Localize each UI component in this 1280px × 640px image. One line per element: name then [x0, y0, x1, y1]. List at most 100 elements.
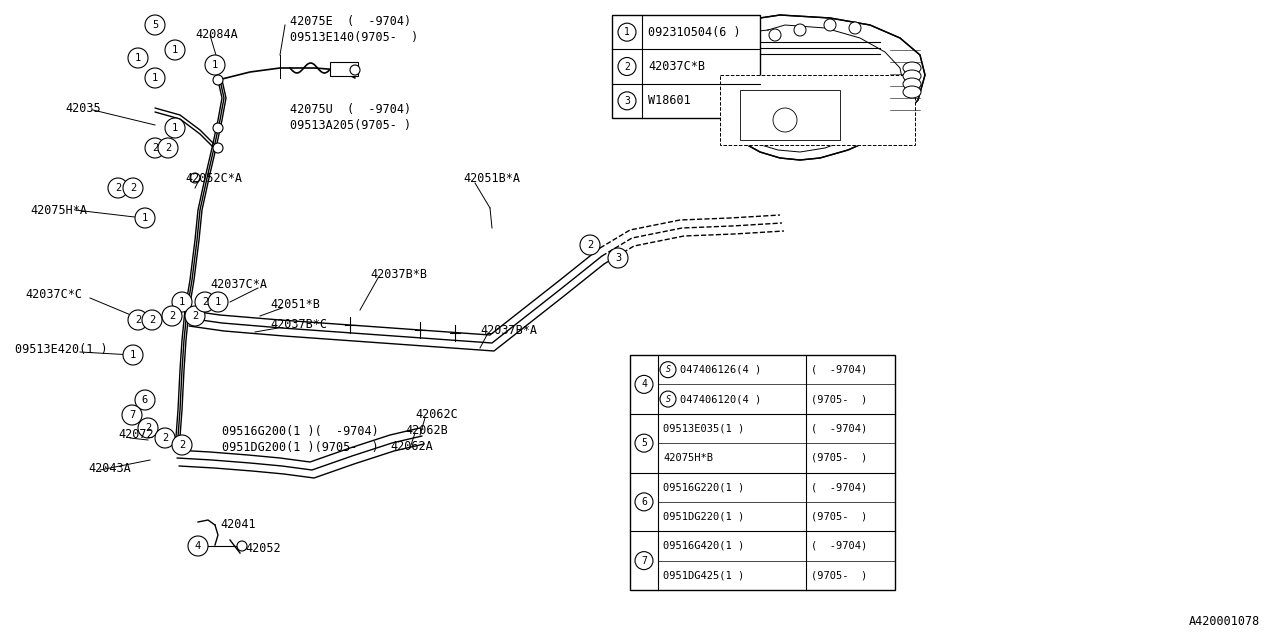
Text: 42041: 42041 [220, 518, 256, 531]
Circle shape [122, 405, 142, 425]
Text: 2: 2 [586, 240, 593, 250]
Circle shape [207, 292, 228, 312]
Text: 1: 1 [172, 123, 178, 133]
Text: (  -9704): ( -9704) [812, 541, 868, 551]
Circle shape [145, 138, 165, 158]
Text: 42075E  (  -9704): 42075E ( -9704) [291, 15, 411, 29]
Text: 2: 2 [152, 143, 159, 153]
Text: 42052C*A: 42052C*A [186, 172, 242, 184]
Circle shape [134, 390, 155, 410]
Circle shape [794, 24, 806, 36]
Circle shape [142, 310, 163, 330]
Text: 42037C*C: 42037C*C [26, 289, 82, 301]
Circle shape [155, 428, 175, 448]
Text: 09513E035(1 ): 09513E035(1 ) [663, 424, 744, 433]
Text: 09513A205(9705- ): 09513A205(9705- ) [291, 120, 411, 132]
Text: 42075H*B: 42075H*B [663, 453, 713, 463]
Circle shape [349, 65, 360, 75]
Text: 42035: 42035 [65, 102, 101, 115]
Text: 42072: 42072 [118, 429, 154, 442]
Circle shape [189, 173, 200, 183]
Circle shape [128, 310, 148, 330]
Circle shape [635, 552, 653, 570]
Circle shape [580, 235, 600, 255]
Text: 0951DG200(1 )(9705-  ): 0951DG200(1 )(9705- ) [221, 442, 379, 454]
Text: 2: 2 [129, 183, 136, 193]
Text: 2: 2 [192, 311, 198, 321]
Ellipse shape [902, 78, 922, 90]
Circle shape [618, 92, 636, 110]
Text: 2: 2 [148, 315, 155, 325]
Text: 4: 4 [641, 380, 646, 389]
Text: 09516G220(1 ): 09516G220(1 ) [663, 482, 744, 492]
Text: 42037C*B: 42037C*B [648, 60, 705, 73]
Circle shape [212, 123, 223, 133]
Circle shape [165, 118, 186, 138]
Text: 42075H*A: 42075H*A [29, 204, 87, 216]
Bar [630, 355, 895, 590]
Text: 42051B*A: 42051B*A [463, 172, 520, 184]
Text: 1: 1 [172, 45, 178, 55]
Ellipse shape [902, 70, 922, 82]
Ellipse shape [902, 86, 922, 98]
Circle shape [212, 75, 223, 85]
Ellipse shape [902, 62, 922, 74]
Text: 42084A: 42084A [195, 29, 238, 42]
Circle shape [849, 22, 861, 34]
Circle shape [157, 138, 178, 158]
Text: 09516G420(1 ): 09516G420(1 ) [663, 541, 744, 551]
Circle shape [108, 178, 128, 198]
Text: 2: 2 [202, 297, 209, 307]
Circle shape [212, 143, 223, 153]
Text: 2: 2 [145, 423, 151, 433]
Text: 42062B: 42062B [404, 424, 448, 436]
Text: 2: 2 [161, 433, 168, 443]
Text: W18601: W18601 [648, 94, 691, 108]
FancyBboxPatch shape [330, 62, 358, 76]
Text: 4: 4 [195, 541, 201, 551]
Text: (9705-  ): (9705- ) [812, 453, 868, 463]
Text: 1: 1 [134, 53, 141, 63]
Circle shape [205, 55, 225, 75]
Text: 42037B*A: 42037B*A [480, 323, 538, 337]
Text: 047406120(4 ): 047406120(4 ) [680, 394, 762, 404]
Text: 2: 2 [134, 315, 141, 325]
Text: 09513E140(9705-  ): 09513E140(9705- ) [291, 31, 419, 45]
Text: 42037C*A: 42037C*A [210, 278, 268, 291]
Text: 1: 1 [215, 297, 221, 307]
Text: (  -9704): ( -9704) [812, 424, 868, 433]
Text: 1: 1 [152, 73, 159, 83]
Text: 3: 3 [625, 96, 630, 106]
Text: S: S [666, 365, 671, 374]
Circle shape [172, 292, 192, 312]
Circle shape [123, 345, 143, 365]
Text: 1: 1 [129, 350, 136, 360]
Text: (9705-  ): (9705- ) [812, 394, 868, 404]
Text: 1: 1 [212, 60, 218, 70]
Text: 2: 2 [179, 440, 186, 450]
Circle shape [635, 376, 653, 394]
Circle shape [188, 536, 207, 556]
Text: 09516G200(1 )(  -9704): 09516G200(1 )( -9704) [221, 426, 379, 438]
Text: 5: 5 [641, 438, 646, 448]
Text: 6: 6 [142, 395, 148, 405]
Circle shape [824, 19, 836, 31]
Text: 42062A: 42062A [390, 440, 433, 454]
Text: 42043A: 42043A [88, 461, 131, 474]
Circle shape [123, 178, 143, 198]
Polygon shape [710, 15, 925, 160]
Circle shape [128, 48, 148, 68]
Circle shape [172, 435, 192, 455]
Text: (  -9704): ( -9704) [812, 482, 868, 492]
Text: 1: 1 [142, 213, 148, 223]
Text: 42075U  (  -9704): 42075U ( -9704) [291, 104, 411, 116]
Text: A420001078: A420001078 [1189, 615, 1260, 628]
Text: 7: 7 [129, 410, 136, 420]
Text: (  -9704): ( -9704) [812, 365, 868, 374]
Bar [719, 75, 915, 145]
Circle shape [145, 68, 165, 88]
Circle shape [145, 15, 165, 35]
Text: 42062C: 42062C [415, 408, 458, 422]
Text: 09513E420(1 ): 09513E420(1 ) [15, 344, 108, 356]
Text: 6: 6 [641, 497, 646, 507]
